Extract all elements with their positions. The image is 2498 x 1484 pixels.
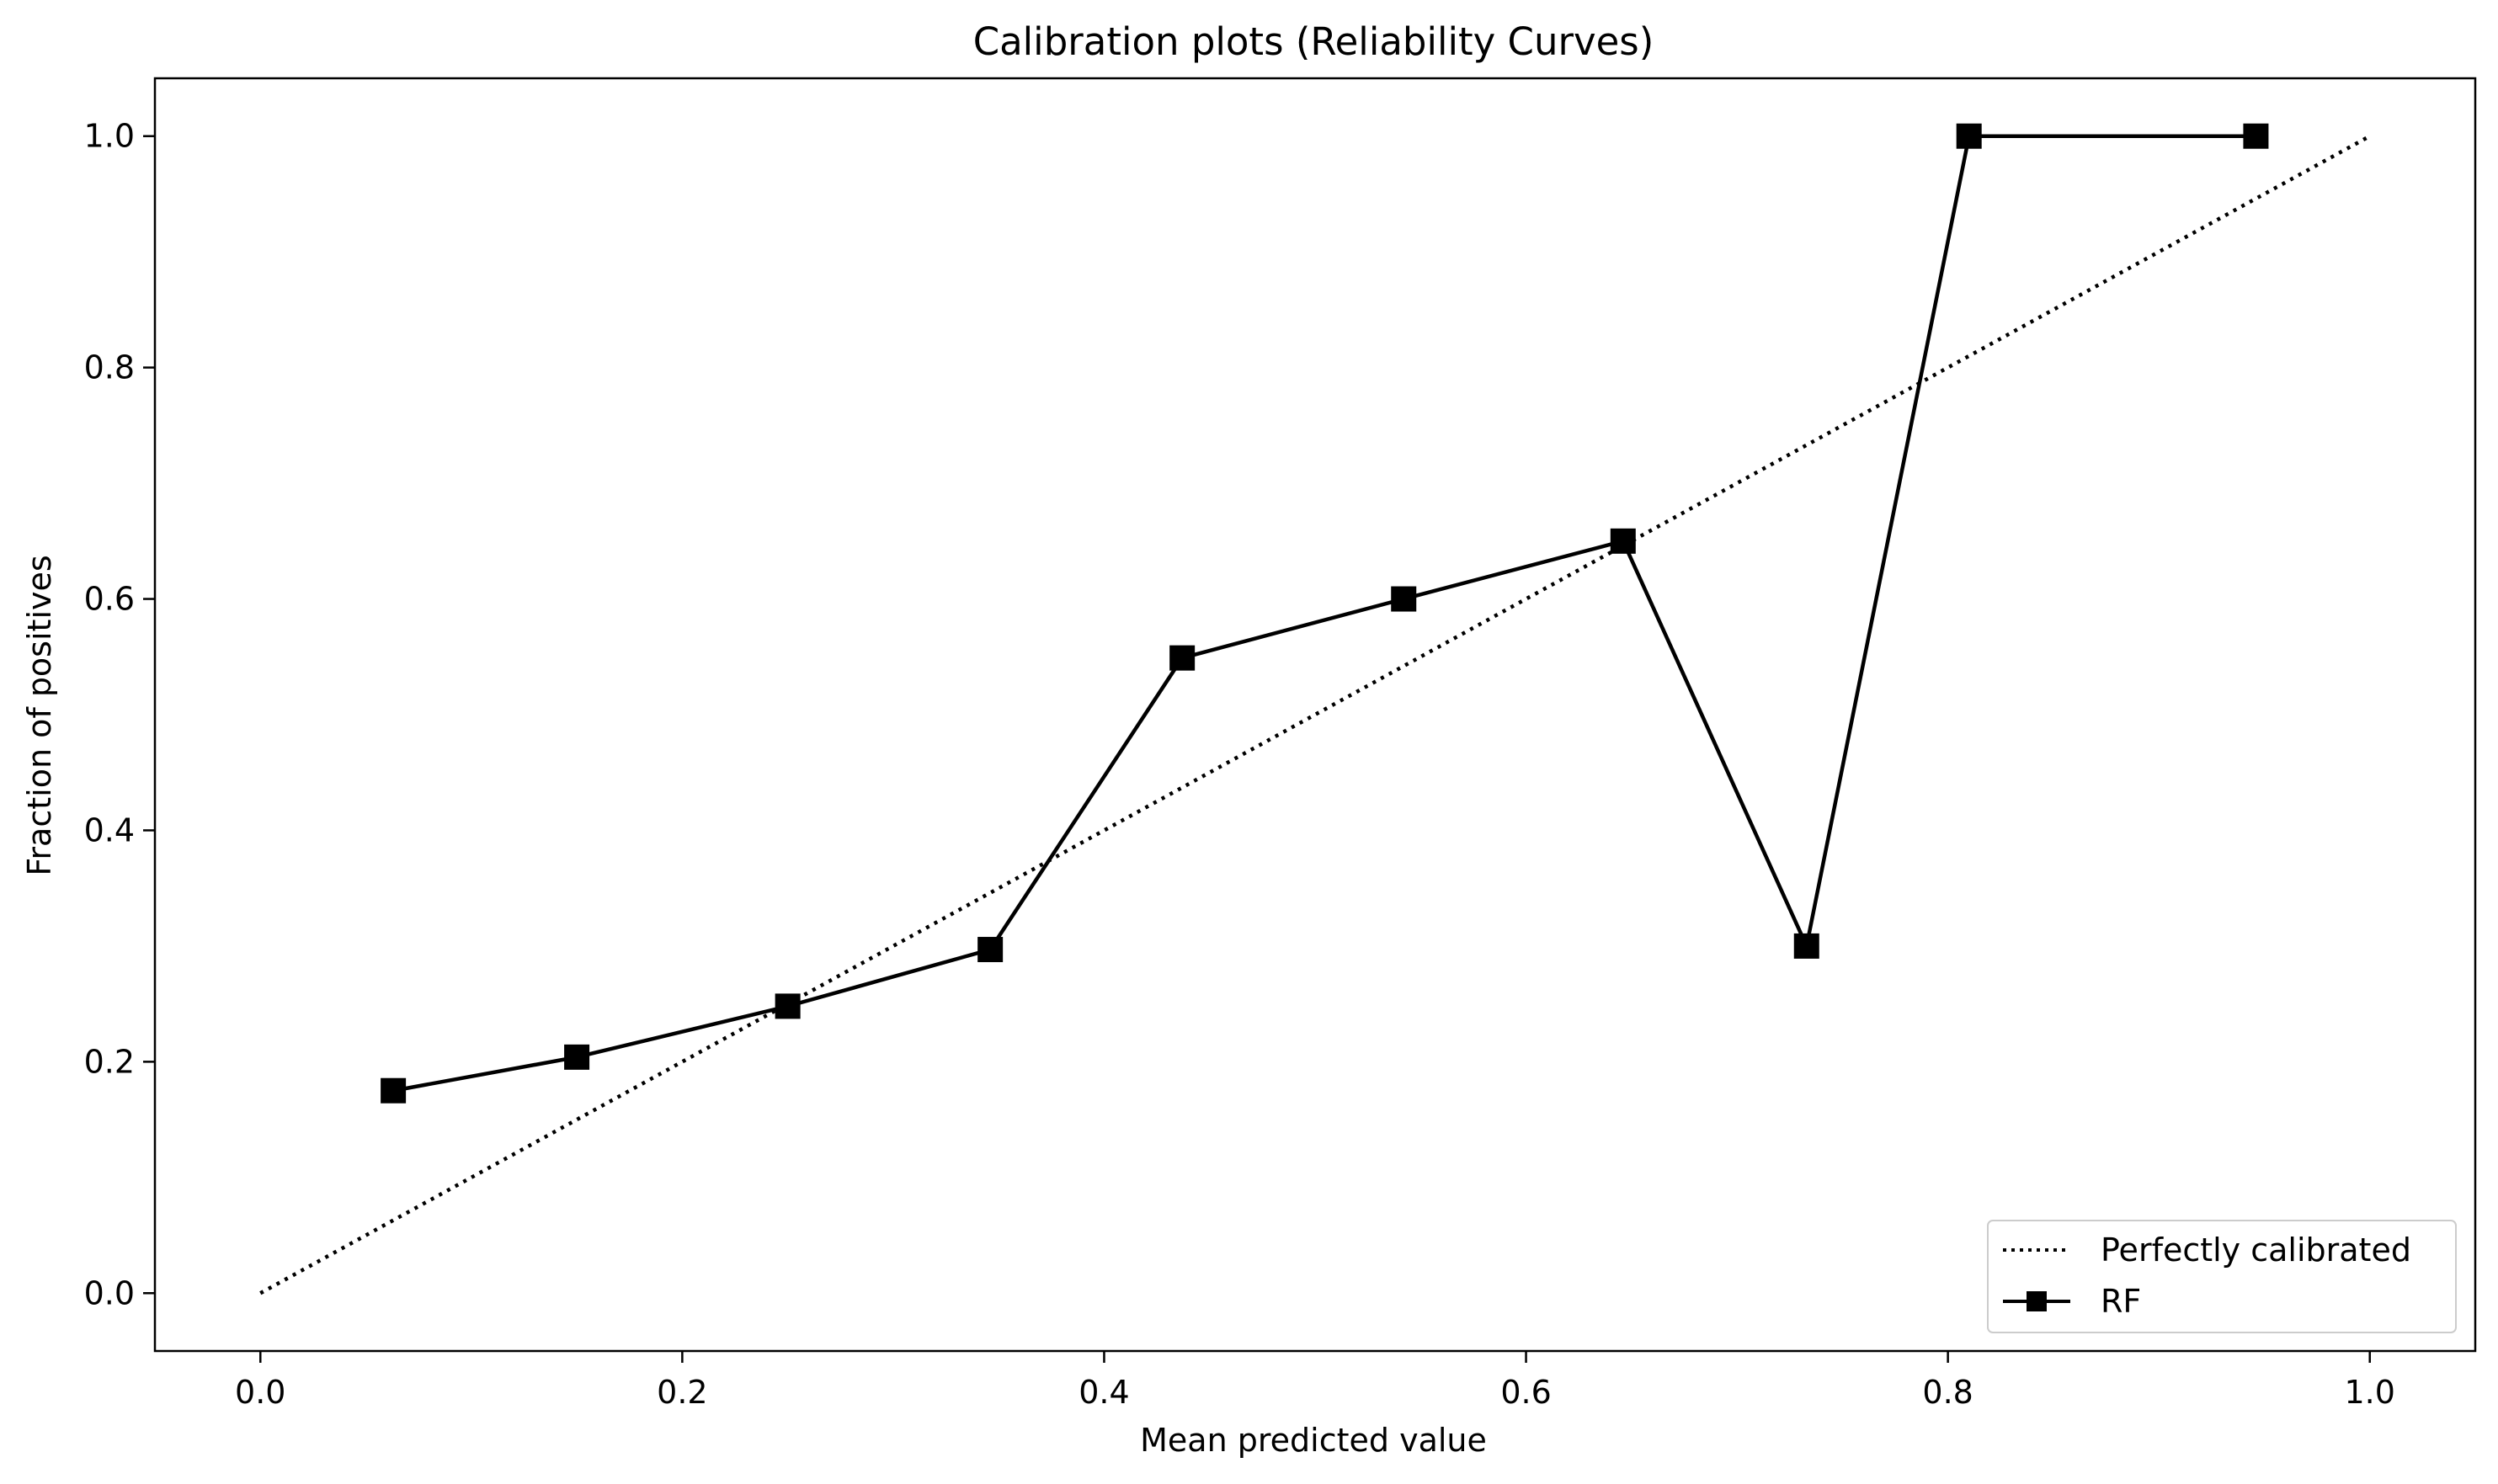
x-tick-label: 0.6: [1500, 1374, 1551, 1411]
legend-perfect-label: Perfectly calibrated: [2101, 1231, 2411, 1269]
legend: Perfectly calibrated RF: [1987, 1220, 2457, 1333]
legend-rf-marker: [2027, 1291, 2047, 1311]
perfectly-calibrated-line: [259, 134, 2371, 1295]
x-tick-label: 0.2: [657, 1374, 707, 1411]
rf-point: [1793, 933, 1819, 959]
rf-point: [2243, 123, 2269, 149]
rf-point: [977, 937, 1004, 963]
y-tick-label: 0.2: [84, 1043, 135, 1080]
x-tick-label: 0.4: [1079, 1374, 1129, 1411]
rf-point: [1610, 528, 1636, 554]
y-tick-label: 0.8: [84, 349, 135, 386]
plot-frame: [153, 77, 2477, 1353]
x-axis-label: Mean predicted value: [1140, 1422, 1487, 1459]
y-axis-label: Fraction of positives: [21, 555, 58, 875]
legend-rf-label: RF: [2101, 1283, 2141, 1320]
rf-point: [1956, 123, 1982, 149]
y-tick-label: 0.6: [84, 581, 135, 618]
x-axis: 0.0 0.2 0.4 0.6 0.8 1.0: [235, 1351, 2395, 1411]
rf-point: [564, 1044, 590, 1070]
y-axis: 0.0 0.2 0.4 0.6 0.8 1.0: [84, 118, 155, 1311]
y-tick-label: 0.0: [84, 1274, 135, 1311]
x-tick-label: 1.0: [2345, 1374, 2395, 1411]
x-tick-label: 0.8: [1922, 1374, 1973, 1411]
rf-point: [381, 1077, 407, 1104]
y-tick-label: 0.4: [84, 811, 135, 848]
rf-series-line: [392, 134, 2256, 1093]
rf-point: [1169, 645, 1196, 671]
plot-area: [259, 123, 2371, 1295]
rf-point: [1391, 586, 1417, 612]
rf-point: [775, 993, 801, 1019]
chart-title: Calibration plots (Reliability Curves): [973, 19, 1654, 64]
y-tick-label: 1.0: [84, 118, 135, 155]
legend-box: [1987, 1220, 2457, 1333]
x-tick-label: 0.0: [235, 1374, 285, 1411]
